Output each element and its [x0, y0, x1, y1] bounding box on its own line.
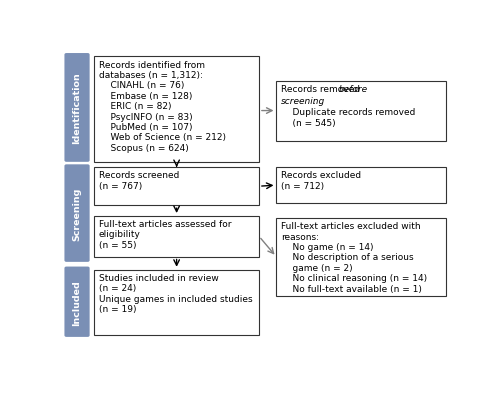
- Text: Included: Included: [72, 279, 82, 325]
- FancyBboxPatch shape: [276, 168, 446, 204]
- FancyBboxPatch shape: [94, 58, 259, 163]
- FancyBboxPatch shape: [276, 219, 446, 296]
- Text: Records removed: Records removed: [281, 85, 363, 94]
- Text: :: :: [313, 96, 316, 105]
- FancyBboxPatch shape: [276, 81, 446, 141]
- Text: Records screened
(n = 767): Records screened (n = 767): [99, 171, 180, 190]
- FancyBboxPatch shape: [94, 270, 259, 335]
- Text: Identification: Identification: [72, 72, 82, 144]
- FancyBboxPatch shape: [64, 267, 90, 337]
- Text: Studies included in review
(n = 24)
Unique games in included studies
(n = 19): Studies included in review (n = 24) Uniq…: [99, 273, 252, 313]
- Text: Records excluded
(n = 712): Records excluded (n = 712): [281, 171, 361, 190]
- Text: Duplicate records removed
    (n = 545): Duplicate records removed (n = 545): [281, 108, 415, 128]
- Text: Screening: Screening: [72, 187, 82, 240]
- Text: Full-text articles assessed for
eligibility
(n = 55): Full-text articles assessed for eligibil…: [99, 220, 232, 249]
- Text: Full-text articles excluded with
reasons:
    No game (n = 14)
    No descriptio: Full-text articles excluded with reasons…: [281, 222, 427, 293]
- Text: screening: screening: [281, 96, 326, 105]
- Text: Records identified from
databases (n = 1,312):
    CINAHL (n = 76)
    Embase (n: Records identified from databases (n = 1…: [99, 60, 226, 152]
- FancyBboxPatch shape: [94, 216, 259, 257]
- FancyBboxPatch shape: [64, 165, 90, 262]
- Text: before: before: [338, 85, 368, 94]
- FancyBboxPatch shape: [94, 168, 259, 206]
- FancyBboxPatch shape: [64, 54, 90, 162]
